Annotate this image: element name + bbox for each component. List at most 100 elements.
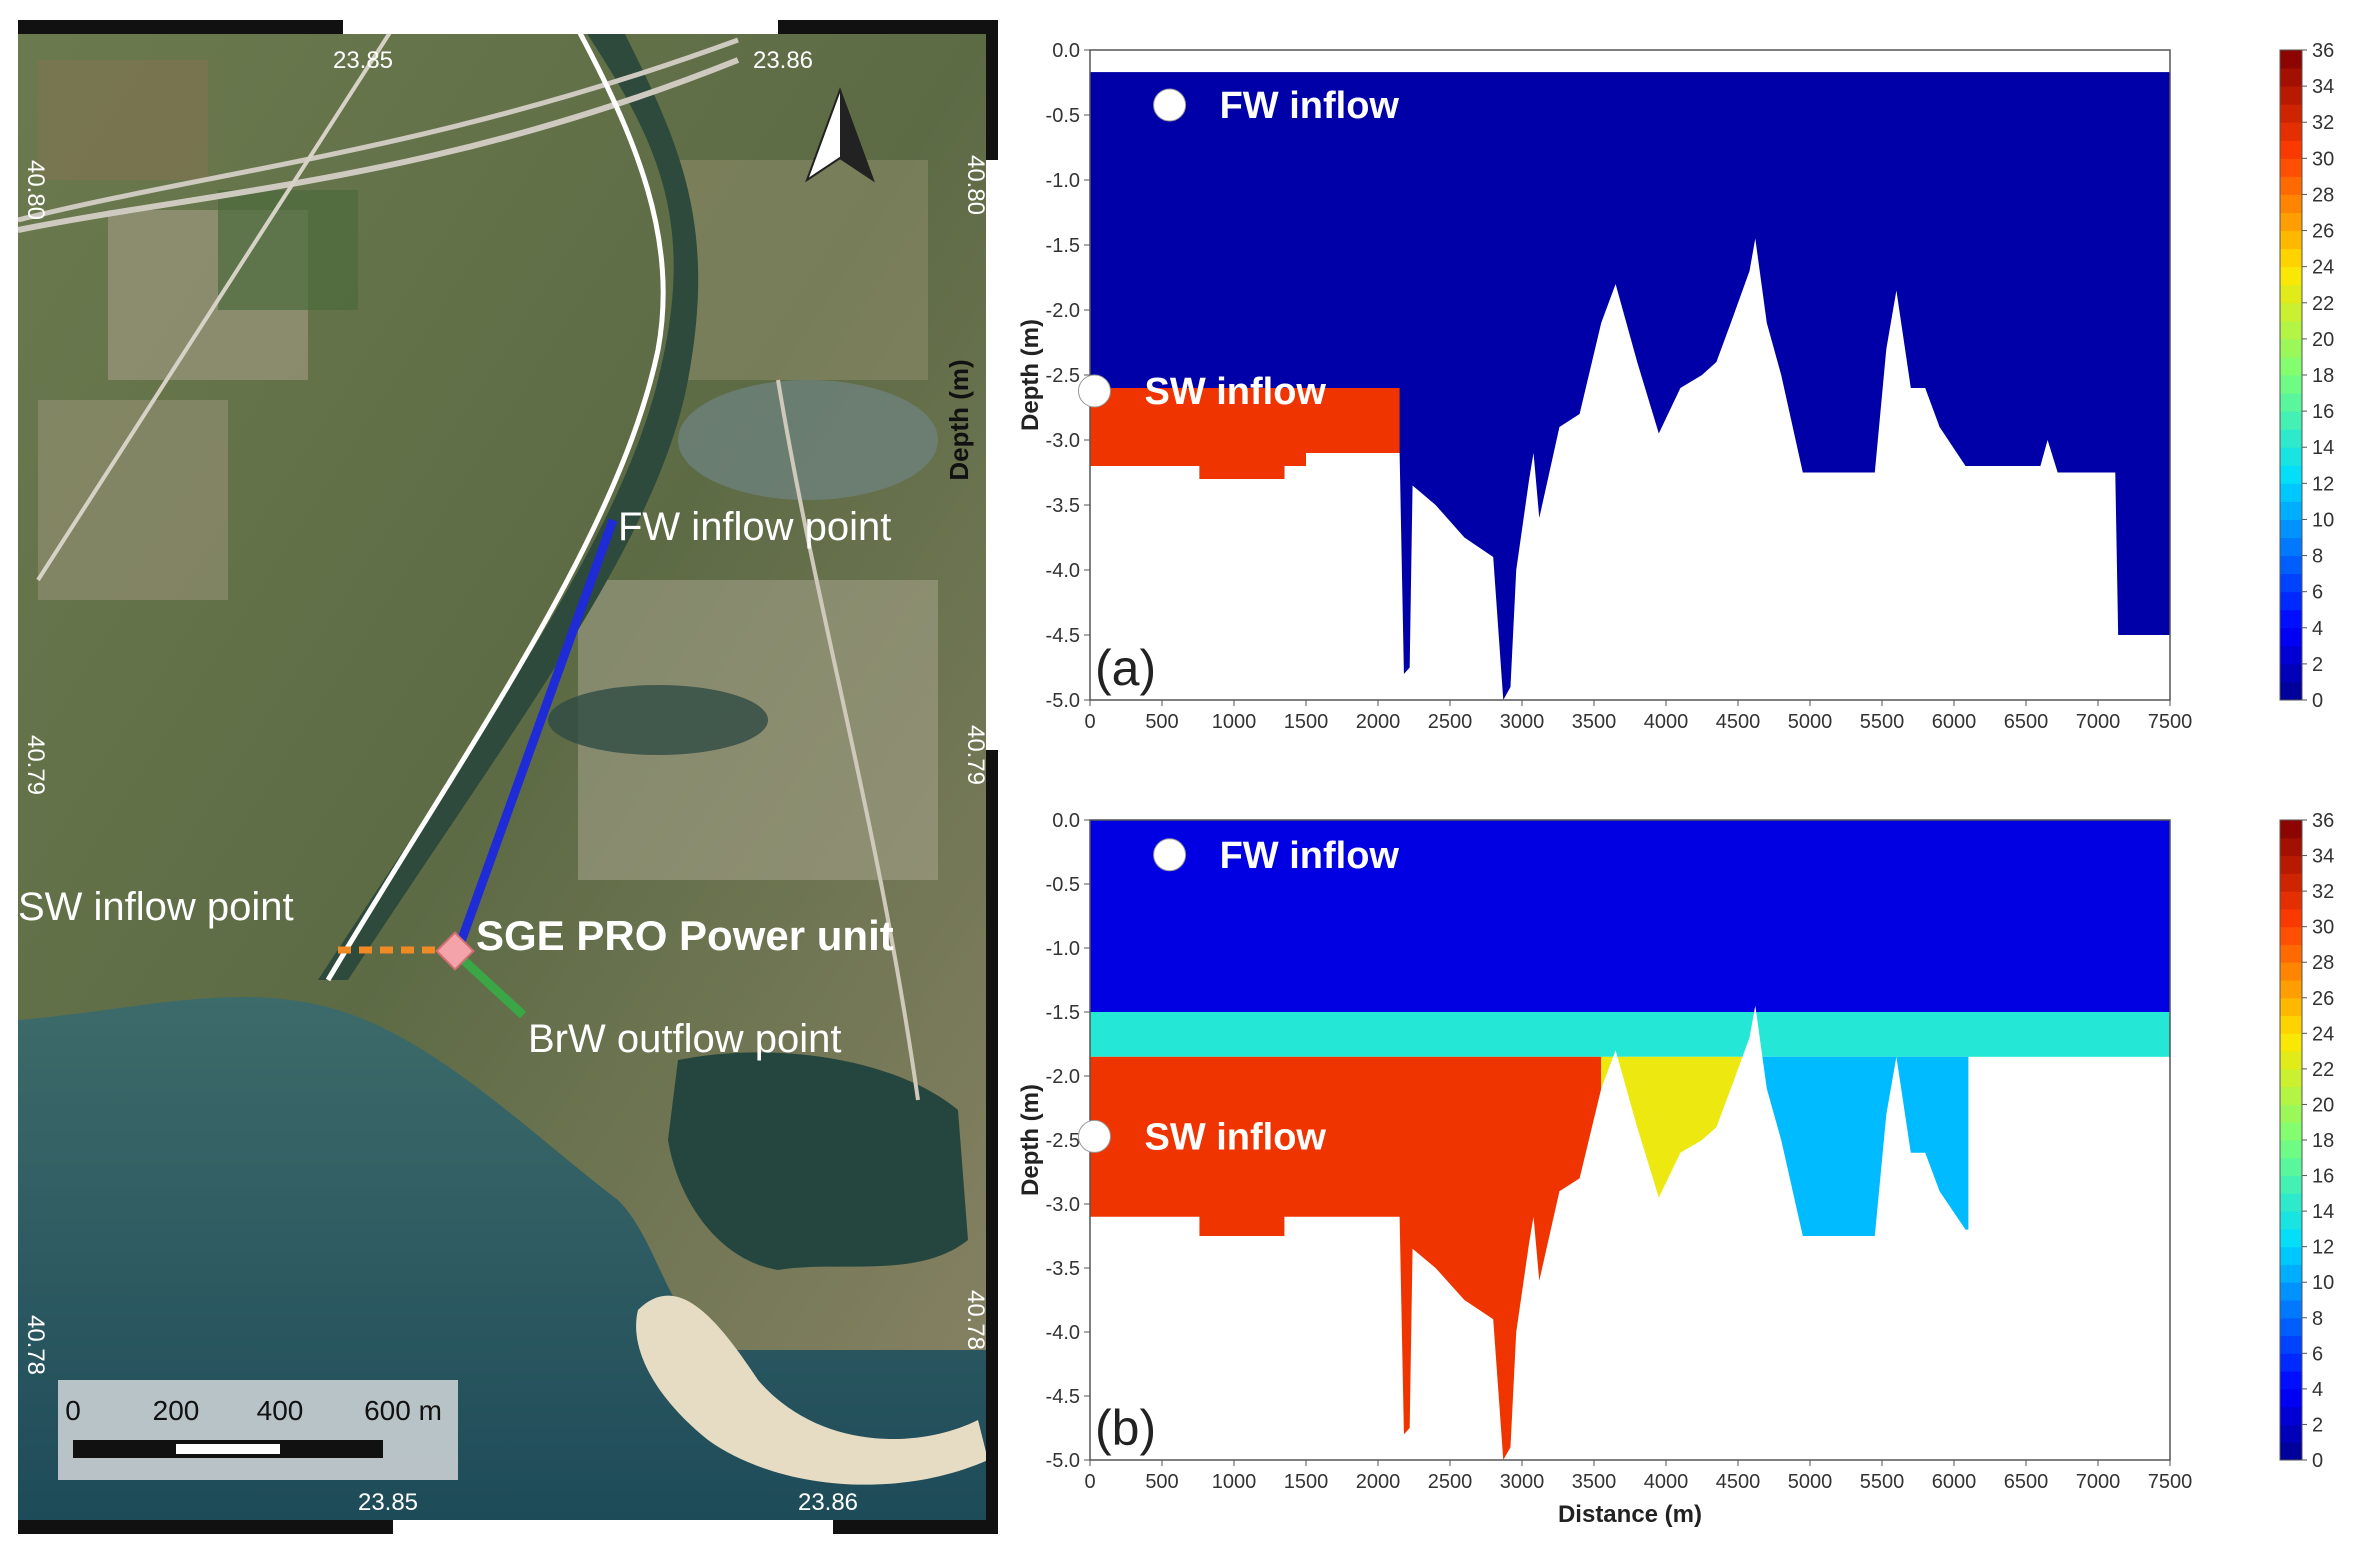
- colorbar-step: [2280, 1442, 2302, 1461]
- colorbar-tick-label: 2: [2312, 1414, 2323, 1436]
- colorbar-step: [2280, 944, 2302, 963]
- fw-inflow-marker: [1153, 88, 1187, 122]
- y-tick-label: -2.0: [1046, 300, 1080, 322]
- colorbar-tick-label: 24: [2312, 1023, 2334, 1045]
- colorbar-step: [2280, 194, 2302, 213]
- colorbar-tick-label: 26: [2312, 221, 2334, 243]
- x-tick-label: 3000: [1500, 711, 1545, 733]
- colorbar-step: [2280, 1175, 2302, 1194]
- colorbar-tick-label: 8: [2312, 1308, 2323, 1330]
- x-tick-label: 2000: [1356, 1471, 1401, 1493]
- colorbar-step: [2280, 248, 2302, 268]
- x-tick-label: 1500: [1284, 711, 1329, 733]
- y-tick-label: -3.0: [1046, 1194, 1080, 1216]
- colorbar-tick-label: 36: [2312, 810, 2334, 832]
- colorbar-step: [2280, 962, 2302, 981]
- colorbar-tick-label: 4: [2312, 618, 2323, 640]
- salinity-chart-a: 0 500 1000 1500 2000 2500 3000 3500 4000 4500 5000…: [1017, 20, 2350, 760]
- brw-pipeline: [454, 951, 527, 1019]
- wetland: [548, 685, 768, 755]
- sw-inflow-label: SW inflow: [1144, 1116, 1326, 1158]
- colorbar-tick-label: 14: [2312, 437, 2334, 459]
- colorbar-tick-label: 0: [2312, 690, 2323, 712]
- top-tick-2: 23.86: [753, 47, 813, 74]
- colorbar-step: [2280, 1388, 2302, 1408]
- x-tick-label: 6000: [1932, 1471, 1977, 1493]
- colorbar-step: [2280, 908, 2302, 928]
- x-tick-label: 2500: [1428, 711, 1473, 733]
- colorbar-step: [2280, 1015, 2302, 1034]
- colorbar-tick-label: 24: [2312, 257, 2334, 279]
- colorbar-tick-label: 8: [2312, 546, 2323, 568]
- colorbar-step: [2280, 1371, 2302, 1390]
- colorbar-tick-label: 6: [2312, 582, 2323, 604]
- road: [776, 379, 920, 1101]
- y-tick-label: -2.0: [1046, 1066, 1080, 1088]
- colorbar-step: [2280, 663, 2302, 683]
- colorbar-step: [2280, 820, 2302, 839]
- colorbar-step: [2280, 1335, 2302, 1354]
- panel-label: (b): [1095, 1400, 1156, 1456]
- field-patch: [678, 160, 928, 380]
- colorbar-step: [2280, 1317, 2302, 1337]
- colorbar-step: [2280, 393, 2302, 412]
- colorbar-step: [2280, 50, 2302, 69]
- fw-pipeline: [453, 518, 618, 952]
- left-tick-2: 40.79: [22, 735, 49, 795]
- x-tick-label: 3000: [1500, 1471, 1545, 1493]
- colorbar-step: [2280, 855, 2302, 874]
- colorbar-step: [2280, 284, 2302, 304]
- x-tick-label: 4500: [1716, 711, 1761, 733]
- y-tick-label: 0.0: [1052, 810, 1080, 832]
- right-frame-segment: [986, 160, 998, 750]
- y-tick-label: -3.5: [1046, 1258, 1080, 1280]
- sand-spit: [636, 1295, 988, 1485]
- colorbar-tick-label: 14: [2312, 1201, 2334, 1223]
- colorbar-tick-label: 0: [2312, 1450, 2323, 1472]
- scale-tick-600: 600 m: [364, 1395, 442, 1426]
- y-tick-label: -1.0: [1046, 170, 1080, 192]
- colorbar-step: [2280, 68, 2302, 87]
- colorbar-step: [2280, 1193, 2302, 1212]
- colorbar-tick-label: 28: [2312, 184, 2334, 206]
- y-tick-label: -2.5: [1046, 1130, 1080, 1152]
- panel-label: (a): [1095, 640, 1156, 696]
- colorbar-tick-label: 32: [2312, 112, 2334, 134]
- colorbar-tick-label: 12: [2312, 1237, 2334, 1259]
- map-right-axis-label: Depth (m): [944, 359, 974, 480]
- chart-b-svg: 0 500 1000 1500 2000 2500 3000 3500 4000 4500 5000…: [1017, 810, 2334, 1528]
- x-tick-label: 5500: [1860, 1471, 1905, 1493]
- salinity-layer: [1755, 1056, 1969, 1460]
- sw-inflow-label: SW inflow: [1144, 371, 1326, 413]
- colorbar-step: [2280, 537, 2302, 557]
- x-tick-label: 1000: [1212, 711, 1257, 733]
- river-channel: [318, 20, 699, 980]
- colorbar-step: [2280, 320, 2302, 340]
- x-tick-label: 7500: [2148, 1471, 2193, 1493]
- colorbar-step: [2280, 356, 2302, 376]
- colorbar-tick-label: 30: [2312, 917, 2334, 939]
- right-tick-2: 40.79: [962, 725, 989, 785]
- x-tick-label: 6000: [1932, 711, 1977, 733]
- colorbar-step: [2280, 573, 2302, 593]
- colorbar-tick-label: 36: [2312, 40, 2334, 62]
- colorbar-tick-label: 22: [2312, 293, 2334, 315]
- y-tick-label: -1.5: [1046, 1002, 1080, 1024]
- colorbar-step: [2280, 891, 2302, 910]
- colorbar-step: [2280, 375, 2302, 394]
- brw-outflow-point-label: BrW outflow point: [528, 1017, 841, 1061]
- colorbar-tick-label: 10: [2312, 1272, 2334, 1294]
- colorbar-step: [2280, 501, 2302, 520]
- colorbar-step: [2280, 1068, 2302, 1088]
- x-tick-label: 7500: [2148, 711, 2193, 733]
- colorbar-step: [2280, 555, 2302, 575]
- x-tick-label: 2000: [1356, 711, 1401, 733]
- colorbar-step: [2280, 1282, 2302, 1301]
- top-tick-1: 23.85: [333, 47, 393, 74]
- left-tick-3: 40.78: [22, 1315, 49, 1375]
- colorbar-step: [2280, 465, 2302, 484]
- x-tick-label: 0: [1084, 711, 1095, 733]
- colorbar-step: [2280, 1157, 2302, 1177]
- x-tick-label: 5500: [1860, 711, 1905, 733]
- x-tick-label: 7000: [2076, 711, 2121, 733]
